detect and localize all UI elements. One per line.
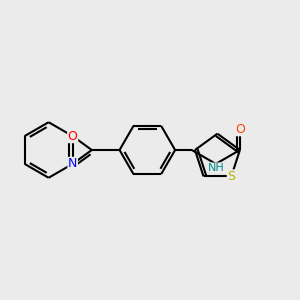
Text: S: S bbox=[227, 170, 235, 183]
Text: NH: NH bbox=[208, 163, 224, 173]
Text: O: O bbox=[235, 123, 245, 136]
Text: N: N bbox=[68, 158, 77, 170]
Text: O: O bbox=[68, 130, 78, 142]
